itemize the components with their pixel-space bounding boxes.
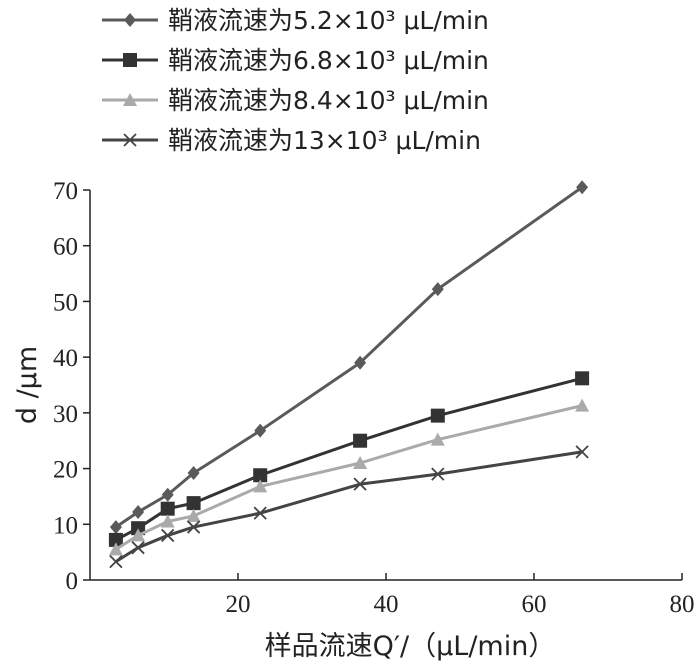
legend-label: 鞘液流速为8.4×10³ μL/min <box>168 86 489 115</box>
data-point <box>353 433 368 448</box>
data-point <box>187 466 200 481</box>
data-point <box>132 505 145 520</box>
legend-marker <box>123 133 137 147</box>
data-point <box>430 408 445 423</box>
data-point <box>109 520 122 535</box>
data-point <box>431 467 445 481</box>
x-axis-label: 样品流速Q′/（μL/min） <box>265 631 556 662</box>
data-point <box>353 456 368 469</box>
x-tick-label: 80 <box>670 591 695 618</box>
legend-item: 鞘液流速为5.2×10³ μL/min <box>102 6 489 35</box>
data-point <box>430 432 445 446</box>
y-tick-label: 40 <box>53 345 78 372</box>
legend-marker <box>123 53 137 67</box>
series-line <box>115 376 583 542</box>
data-point <box>161 487 174 502</box>
data-point <box>131 528 146 542</box>
legend-item: 鞘液流速为6.8×10³ μL/min <box>102 46 489 75</box>
legend-label: 鞘液流速为13×10³ μL/min <box>168 126 481 155</box>
y-tick-label: 70 <box>53 178 78 205</box>
data-point <box>161 528 175 543</box>
x-ticks: 20 40 60 80 <box>226 573 695 618</box>
legend-label: 鞘液流速为5.2×10³ μL/min <box>168 6 489 35</box>
data-point <box>109 554 123 569</box>
series-line <box>115 185 583 529</box>
data-point <box>354 355 367 370</box>
y-tick-label: 0 <box>66 568 79 595</box>
x-tick-label: 20 <box>226 591 251 618</box>
series-1 <box>109 180 589 535</box>
data-point <box>353 477 367 491</box>
data-point <box>186 496 201 511</box>
series-4 <box>109 445 589 569</box>
axes <box>89 190 682 581</box>
legend-marker <box>124 13 136 27</box>
data-point <box>576 180 589 195</box>
series-line <box>115 404 583 551</box>
data-point <box>186 520 201 534</box>
data-point <box>253 506 267 520</box>
legend: 鞘液流速为5.2×10³ μL/min 鞘液流速为6.8×10³ μL/min 鞘液… <box>102 6 489 155</box>
series-line <box>115 450 583 563</box>
y-tick-label: 60 <box>53 234 78 261</box>
data-point <box>575 398 590 412</box>
legend-label: 鞘液流速为6.8×10³ μL/min <box>168 46 489 75</box>
y-tick-label: 20 <box>53 457 78 484</box>
data-point <box>575 445 589 459</box>
data-point <box>575 371 590 386</box>
data-point <box>253 479 268 493</box>
legend-item: 鞘液流速为13×10³ μL/min <box>102 126 481 155</box>
series-group <box>108 180 590 569</box>
y-tick-label: 10 <box>53 512 78 539</box>
legend-item: 鞘液流速为8.4×10³ μL/min <box>102 86 489 115</box>
data-point <box>253 468 268 483</box>
y-tick-label: 30 <box>53 401 78 428</box>
y-tick-label: 50 <box>53 289 78 316</box>
data-point <box>160 501 175 516</box>
data-point <box>160 514 175 528</box>
data-point <box>108 532 123 547</box>
legend-marker <box>123 93 137 106</box>
data-point <box>108 542 123 556</box>
data-point <box>186 508 201 522</box>
y-axis-label: d /μm <box>12 346 43 424</box>
series-2 <box>108 371 590 547</box>
series-3 <box>108 398 590 556</box>
y-ticks: 0 10 20 30 40 50 60 70 <box>53 178 90 595</box>
data-point <box>131 521 146 536</box>
x-tick-label: 40 <box>374 591 399 618</box>
data-point <box>254 423 267 438</box>
x-tick-label: 60 <box>522 591 547 618</box>
data-point <box>431 282 444 297</box>
data-point <box>131 541 145 555</box>
